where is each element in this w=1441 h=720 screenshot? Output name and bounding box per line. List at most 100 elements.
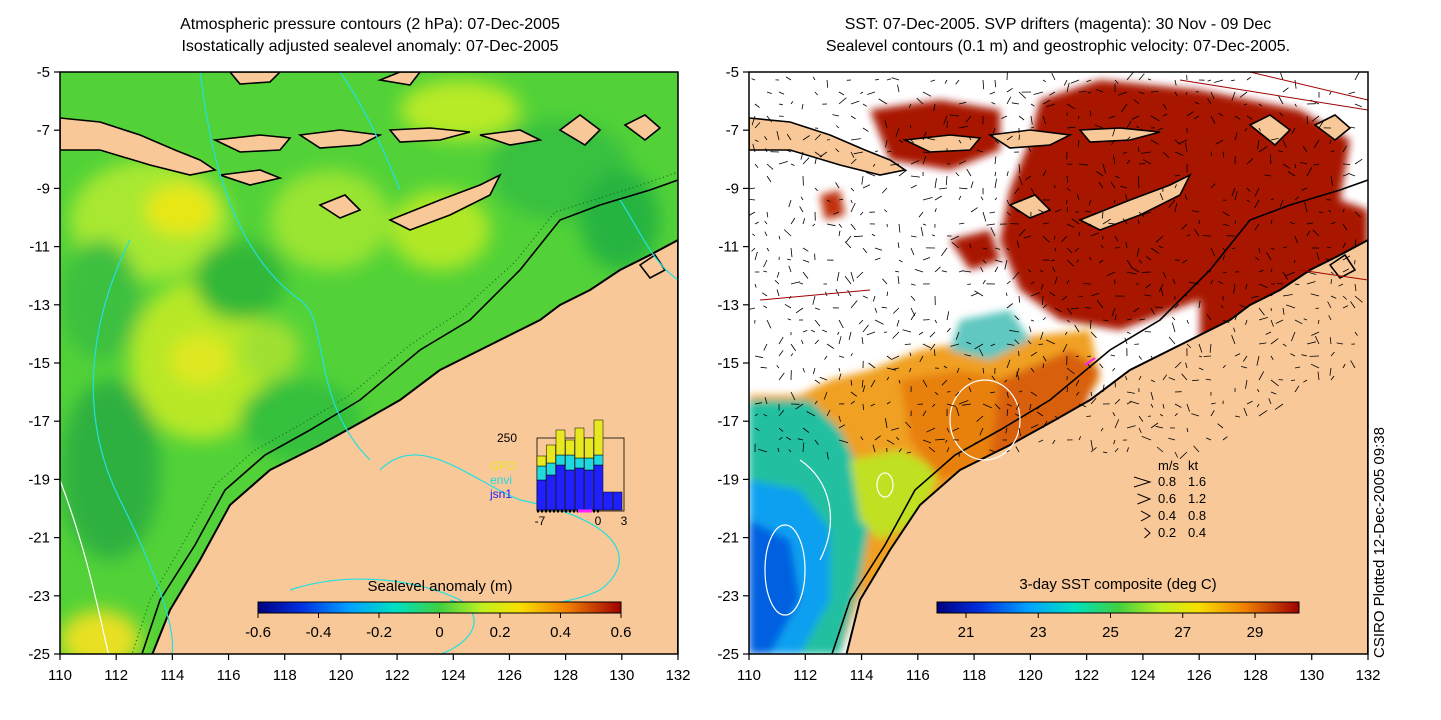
velocity-arrow: [1066, 223, 1075, 228]
velocity-arrow: [1088, 199, 1092, 206]
velocity-arrow: [850, 158, 857, 165]
velocity-arrow: [812, 367, 816, 375]
velocity-arrow: [1193, 445, 1200, 453]
velocity-arrow: [1174, 361, 1182, 369]
velocity-arrow: [1315, 307, 1320, 309]
velocity-arrow: [776, 289, 780, 297]
velocity-arrow: [1274, 403, 1284, 410]
velocity-arrow: [1312, 229, 1320, 237]
velocity-arrow: [1086, 79, 1092, 83]
velocity-arrow: [848, 331, 852, 340]
inset-bar: [574, 457, 585, 469]
velocity-arrow: [1102, 163, 1106, 174]
velocity-arrow: [1342, 173, 1349, 177]
velocity-arrow: [1158, 245, 1164, 249]
velocity-arrow: [928, 446, 936, 453]
colorbar-tick-label: 27: [1174, 624, 1191, 641]
velocity-arrow: [1009, 329, 1020, 333]
velocity-arrow: [1306, 271, 1317, 275]
inset-bar: [555, 429, 566, 456]
velocity-arrow: [1342, 363, 1346, 369]
velocity-arrow: [994, 79, 996, 88]
velocity-arrow: [1078, 231, 1081, 237]
velocity-arrow: [890, 427, 900, 431]
velocity-arrow: [905, 421, 912, 429]
inset-bar: [565, 469, 575, 511]
lon-tick-label: 114: [160, 667, 184, 684]
velocity-arrow: [814, 134, 821, 141]
velocity-arrow: [814, 379, 821, 384]
velocity-arrow: [934, 178, 937, 189]
velocity-arrow: [986, 223, 996, 226]
velocity-arrow: [802, 442, 805, 453]
velocity-arrow: [1066, 247, 1073, 254]
colorbar-tick-label: 21: [958, 624, 975, 641]
velocity-arrow: [958, 187, 968, 190]
velocity-arrow: [1126, 72, 1134, 81]
velocity-arrow: [910, 139, 914, 144]
velocity-arrow: [970, 181, 974, 189]
velocity-arrow: [1174, 403, 1182, 408]
velocity-arrow: [1306, 341, 1316, 345]
velocity-arrow: [958, 222, 965, 225]
velocity-arrow: [838, 424, 846, 429]
velocity-arrow: [1210, 402, 1216, 405]
velocity-arrow: [1061, 235, 1068, 243]
velocity-arrow: [790, 353, 794, 357]
velocity-arrow: [1078, 403, 1087, 408]
colorbar-tick-label: 0.2: [490, 624, 511, 641]
velocity-arrow: [1027, 340, 1032, 345]
velocity-arrow: [931, 234, 936, 237]
velocity-arrow: [969, 137, 972, 141]
velocity-arrow: [1276, 283, 1284, 285]
velocity-arrow: [1095, 89, 1104, 93]
velocity-arrow: [1294, 366, 1301, 369]
velocity-arrow: [862, 247, 868, 254]
velocity-arrow: [778, 436, 783, 441]
velocity-arrow: [1042, 222, 1049, 225]
velocity-arrow: [994, 156, 997, 165]
velocity-arrow: [1038, 209, 1044, 213]
velocity-arrow: [1102, 384, 1105, 393]
velocity-arrow: [891, 367, 900, 370]
velocity-arrow: [1217, 423, 1224, 429]
velocity-arrow: [1018, 427, 1021, 437]
velocity-arrow: [955, 406, 960, 417]
inset-xtick-1: 0: [595, 514, 602, 528]
velocity-arrow: [1231, 79, 1236, 82]
velocity-arrow: [838, 198, 844, 201]
velocity-arrow: [874, 257, 881, 261]
velocity-arrow: [1246, 115, 1253, 120]
velocity-arrow: [833, 211, 840, 215]
velocity-arrow: [974, 439, 984, 444]
velocity-arrow: [1049, 91, 1056, 96]
lon-tick-label: 126: [1187, 667, 1212, 684]
velocity-arrow: [1239, 91, 1248, 98]
velocity-arrow: [1078, 163, 1089, 166]
velocity-arrow: [958, 400, 969, 405]
velocity-arrow: [1191, 210, 1200, 213]
legend-kt-value: 0.4: [1188, 525, 1206, 540]
velocity-arrow: [1301, 187, 1308, 191]
velocity-arrow: [850, 352, 853, 357]
altimeter-inset: 250 -7 0 3 GFO envi jsn1: [489, 419, 628, 528]
velocity-arrow: [868, 362, 876, 369]
velocity-arrow: [766, 163, 774, 170]
velocity-arrow: [1222, 436, 1228, 441]
velocity-arrow: [1342, 255, 1351, 261]
velocity-arrow: [1268, 398, 1272, 405]
velocity-arrow: [1150, 247, 1160, 254]
velocity-arrow: [1006, 359, 1011, 369]
lon-tick-label: 126: [497, 667, 522, 684]
velocity-arrow: [835, 148, 840, 153]
velocity-arrow: [826, 451, 829, 460]
velocity-arrow: [1243, 103, 1248, 106]
legend-rows: 0.8 1.6 0.6 1.2 0.4 0.8 0.2 0.4: [1133, 474, 1206, 540]
velocity-arrow: [1174, 413, 1178, 417]
velocity-arrow: [1131, 115, 1140, 120]
velocity-arrow: [1150, 307, 1155, 315]
velocity-arrow: [819, 151, 828, 158]
legend-arrow: [1140, 510, 1152, 522]
velocity-arrow: [990, 391, 996, 394]
velocity-arrow: [886, 401, 891, 405]
